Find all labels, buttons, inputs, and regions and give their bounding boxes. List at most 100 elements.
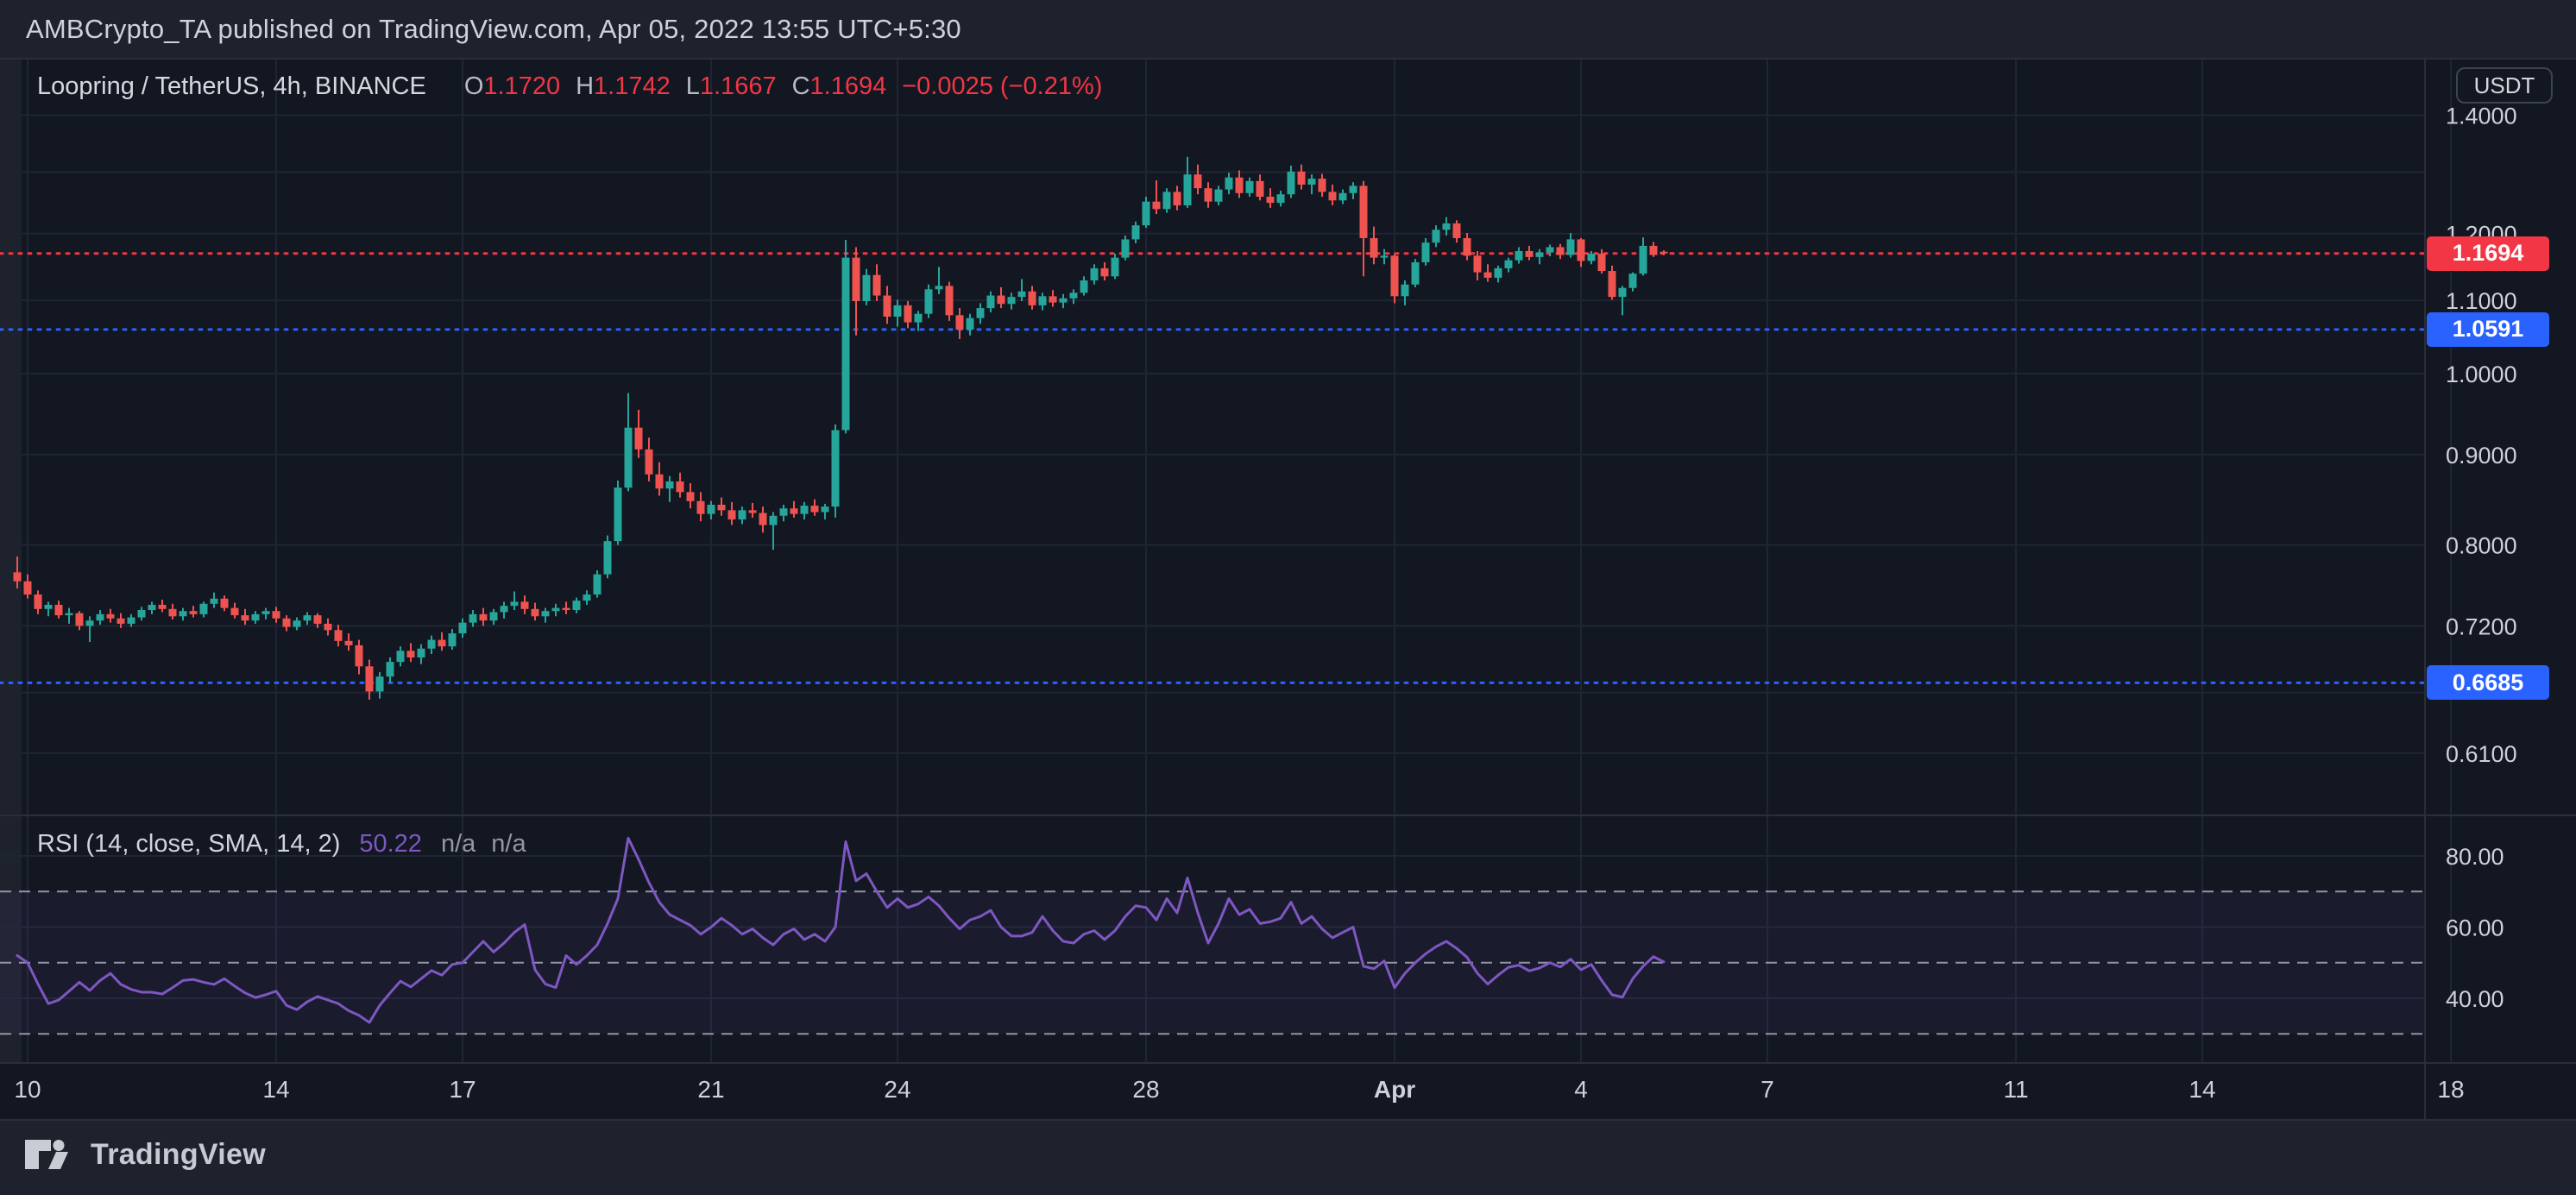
candle-body[interactable] bbox=[1401, 284, 1409, 297]
candle-body[interactable] bbox=[717, 505, 726, 511]
candle-body[interactable] bbox=[779, 508, 788, 516]
candle-body[interactable] bbox=[251, 613, 260, 621]
candle-body[interactable] bbox=[313, 615, 322, 624]
currency-toggle-button[interactable]: USDT bbox=[2456, 67, 2553, 104]
candle-body[interactable] bbox=[810, 506, 819, 513]
symbol-legend[interactable]: Loopring / TetherUS, 4h, BINANCE O 1.172… bbox=[37, 72, 1102, 101]
candle-body[interactable] bbox=[396, 651, 405, 663]
candle-body[interactable] bbox=[1090, 267, 1099, 281]
time-tick-label[interactable]: 7 bbox=[1760, 1076, 1774, 1103]
candle-body[interactable] bbox=[624, 427, 633, 488]
candle-body[interactable] bbox=[1442, 223, 1451, 230]
candle-body[interactable] bbox=[23, 581, 32, 595]
candle-body[interactable] bbox=[603, 541, 612, 575]
candle-body[interactable] bbox=[303, 615, 312, 621]
candle-body[interactable] bbox=[1618, 287, 1627, 298]
candle-body[interactable] bbox=[489, 612, 498, 621]
candle-body[interactable] bbox=[1069, 292, 1078, 299]
candle-body[interactable] bbox=[1577, 239, 1585, 261]
candle-body[interactable] bbox=[458, 622, 467, 634]
candle-body[interactable] bbox=[759, 513, 767, 525]
candle-body[interactable] bbox=[500, 606, 508, 613]
candle-body[interactable] bbox=[334, 630, 343, 641]
candle-body[interactable] bbox=[1038, 296, 1047, 305]
candle-body[interactable] bbox=[96, 613, 104, 621]
candle-body[interactable] bbox=[261, 611, 270, 614]
candle-body[interactable] bbox=[355, 645, 363, 667]
candle-body[interactable] bbox=[1546, 247, 1554, 253]
candle-body[interactable] bbox=[344, 640, 353, 645]
candle-body[interactable] bbox=[841, 257, 850, 431]
candle-body[interactable] bbox=[324, 623, 332, 631]
candle-body[interactable] bbox=[199, 603, 208, 614]
candle-body[interactable] bbox=[1515, 250, 1523, 261]
candle-body[interactable] bbox=[520, 601, 529, 609]
candle-body[interactable] bbox=[1100, 267, 1109, 277]
candle-body[interactable] bbox=[665, 481, 674, 489]
candle-body[interactable] bbox=[1494, 267, 1502, 278]
candle-body[interactable] bbox=[220, 598, 229, 608]
candle-body[interactable] bbox=[106, 613, 115, 619]
candle-body[interactable] bbox=[241, 615, 249, 621]
candle-body[interactable] bbox=[924, 289, 933, 314]
rsi-line[interactable] bbox=[16, 836, 1666, 1024]
tradingview-logo[interactable] bbox=[23, 1137, 77, 1172]
candle-body[interactable] bbox=[158, 604, 167, 609]
candle-body[interactable] bbox=[1525, 250, 1534, 257]
candle-body[interactable] bbox=[1483, 272, 1492, 278]
candle-body[interactable] bbox=[935, 286, 943, 290]
candle-body[interactable] bbox=[1535, 252, 1544, 257]
candle-body[interactable] bbox=[1059, 298, 1068, 303]
candle-body[interactable] bbox=[769, 515, 778, 525]
time-tick-label[interactable]: 10 bbox=[14, 1076, 41, 1103]
candle-body[interactable] bbox=[230, 607, 239, 616]
time-tick-label[interactable]: 28 bbox=[1132, 1076, 1159, 1103]
candle-body[interactable] bbox=[883, 295, 891, 317]
candle-body[interactable] bbox=[1587, 254, 1596, 261]
candle-body[interactable] bbox=[127, 617, 135, 624]
time-tick-label[interactable]: 21 bbox=[697, 1076, 724, 1103]
candle-body[interactable] bbox=[831, 430, 840, 507]
time-tick-label[interactable]: 17 bbox=[449, 1076, 476, 1103]
candle-body[interactable] bbox=[179, 611, 187, 617]
candle-body[interactable] bbox=[293, 620, 301, 627]
candle-body[interactable] bbox=[469, 613, 477, 623]
time-tick-label[interactable]: 24 bbox=[884, 1076, 910, 1103]
candle-body[interactable] bbox=[738, 510, 746, 520]
candle-body[interactable] bbox=[707, 505, 715, 514]
candle-body[interactable] bbox=[1349, 186, 1357, 193]
candle-body[interactable] bbox=[1421, 242, 1430, 262]
candle-body[interactable] bbox=[1214, 189, 1223, 202]
candle-body[interactable] bbox=[645, 449, 653, 475]
candle-body[interactable] bbox=[1660, 251, 1668, 254]
candle-body[interactable] bbox=[945, 286, 954, 316]
candle-body[interactable] bbox=[1370, 237, 1378, 258]
candle-body[interactable] bbox=[1225, 177, 1233, 190]
candle-body[interactable] bbox=[686, 492, 695, 501]
candle-body[interactable] bbox=[1194, 174, 1202, 189]
candle-body[interactable] bbox=[1639, 245, 1647, 274]
candle-body[interactable] bbox=[438, 639, 446, 647]
candle-body[interactable] bbox=[1235, 177, 1244, 193]
candle-body[interactable] bbox=[1411, 261, 1420, 285]
candle-body[interactable] bbox=[790, 508, 798, 514]
candle-body[interactable] bbox=[593, 574, 601, 595]
candle-body[interactable] bbox=[1452, 223, 1461, 238]
candle-body[interactable] bbox=[85, 620, 94, 626]
time-tick-label[interactable]: 14 bbox=[262, 1076, 289, 1103]
candle-body[interactable] bbox=[1463, 237, 1471, 256]
candle-body[interactable] bbox=[1080, 280, 1088, 293]
candle-body[interactable] bbox=[904, 305, 912, 323]
candle-body[interactable] bbox=[1380, 255, 1389, 258]
candle-body[interactable] bbox=[54, 604, 63, 616]
candle-body[interactable] bbox=[1649, 245, 1658, 255]
candle-body[interactable] bbox=[375, 676, 384, 692]
rsi-legend[interactable]: RSI (14, close, SMA, 14, 2) 50.22 n/a n/… bbox=[37, 830, 542, 859]
candle-body[interactable] bbox=[1017, 291, 1026, 298]
candle-body[interactable] bbox=[1152, 201, 1161, 210]
candle-body[interactable] bbox=[1504, 260, 1513, 268]
candle-body[interactable] bbox=[479, 613, 488, 621]
candle-body[interactable] bbox=[1142, 201, 1150, 226]
candle-body[interactable] bbox=[976, 308, 985, 318]
